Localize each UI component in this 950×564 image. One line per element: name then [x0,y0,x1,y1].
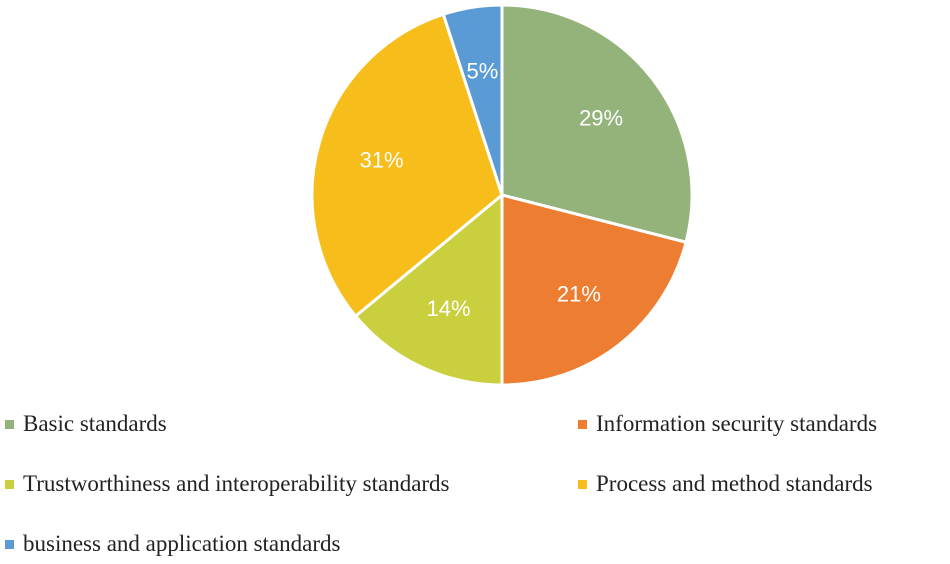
legend-item-basic-standards: Basic standards [5,411,167,437]
legend-item-trustworthiness-standards: Trustworthiness and interoperability sta… [5,471,450,497]
pie-slice-3 [354,193,504,387]
data-label-5: 5% [467,59,499,84]
pie-slice-4 [310,12,504,318]
legend-item-business-application-standards: business and application standards [5,531,340,557]
pie-slice-2 [500,193,688,387]
pie-slices [310,3,694,387]
legend-label: Process and method standards [596,471,873,496]
data-label-3: 14% [427,296,471,321]
data-label-1: 29% [579,106,623,131]
legend-label: business and application standards [23,531,341,556]
pie-data-labels: 29% 21% 14% 31% 5% [360,59,624,321]
legend-swatch [5,539,14,549]
legend-swatch [578,419,587,429]
legend-swatch [5,479,14,489]
legend-item-process-method-standards: Process and method standards [578,471,873,497]
data-label-2: 21% [557,282,601,307]
pie-slice-1 [500,3,694,244]
legend-label: Information security standards [596,411,878,436]
legend-swatch [578,479,587,489]
legend-label: Trustworthiness and interoperability sta… [23,471,450,496]
data-label-4: 31% [360,148,404,173]
legend-item-information-security-standards: Information security standards [578,411,877,437]
legend-swatch [5,419,14,429]
pie-slice-5 [441,3,504,197]
legend-label: Basic standards [23,411,167,436]
